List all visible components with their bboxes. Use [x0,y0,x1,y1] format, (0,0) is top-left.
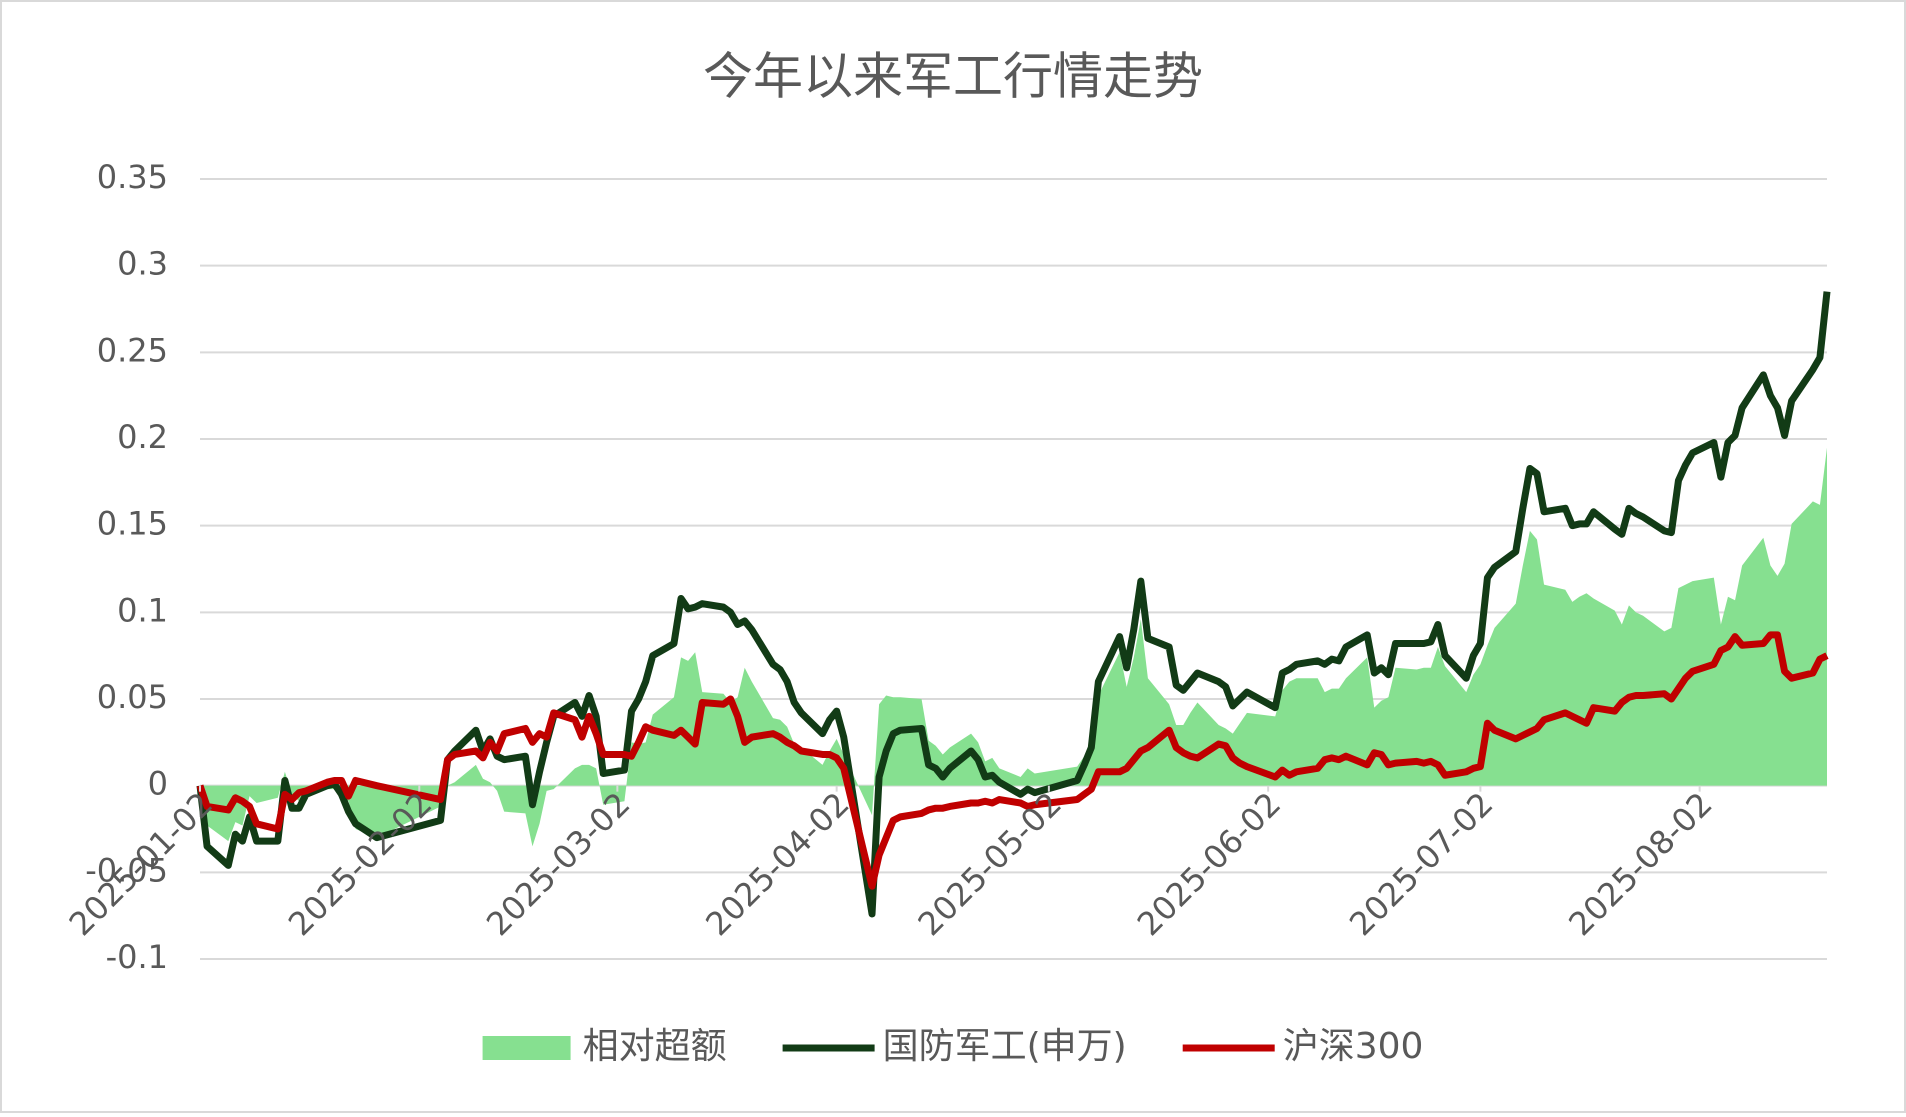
legend-label: 沪深300 [1283,1026,1424,1067]
line [196,631,1829,890]
y-tick-label: 0.05 [97,678,168,716]
chart-title: 今年以来军工行情走势 [703,48,1203,106]
line [196,291,1831,918]
y-tick-label: 0 [148,765,168,803]
y-tick-label: -0.1 [106,938,168,976]
area [200,447,1827,847]
y-tick-label: -0.05 [85,851,168,889]
y-tick-label: 0.15 [97,505,168,543]
legend-label: 国防军工(申万) [883,1026,1127,1067]
y-tick-label: 0.35 [97,158,168,196]
legend: 相对超额 国防军工(申万) 沪深300 [482,1026,1424,1067]
y-tick-label: 0.2 [117,418,168,456]
legend-label: 相对超额 [583,1026,727,1067]
y-tick-label: 0.3 [117,245,168,283]
y-tick-label: 0.25 [97,331,168,369]
y-tick-label: 0.1 [117,591,168,629]
legend-swatch [482,1036,571,1060]
